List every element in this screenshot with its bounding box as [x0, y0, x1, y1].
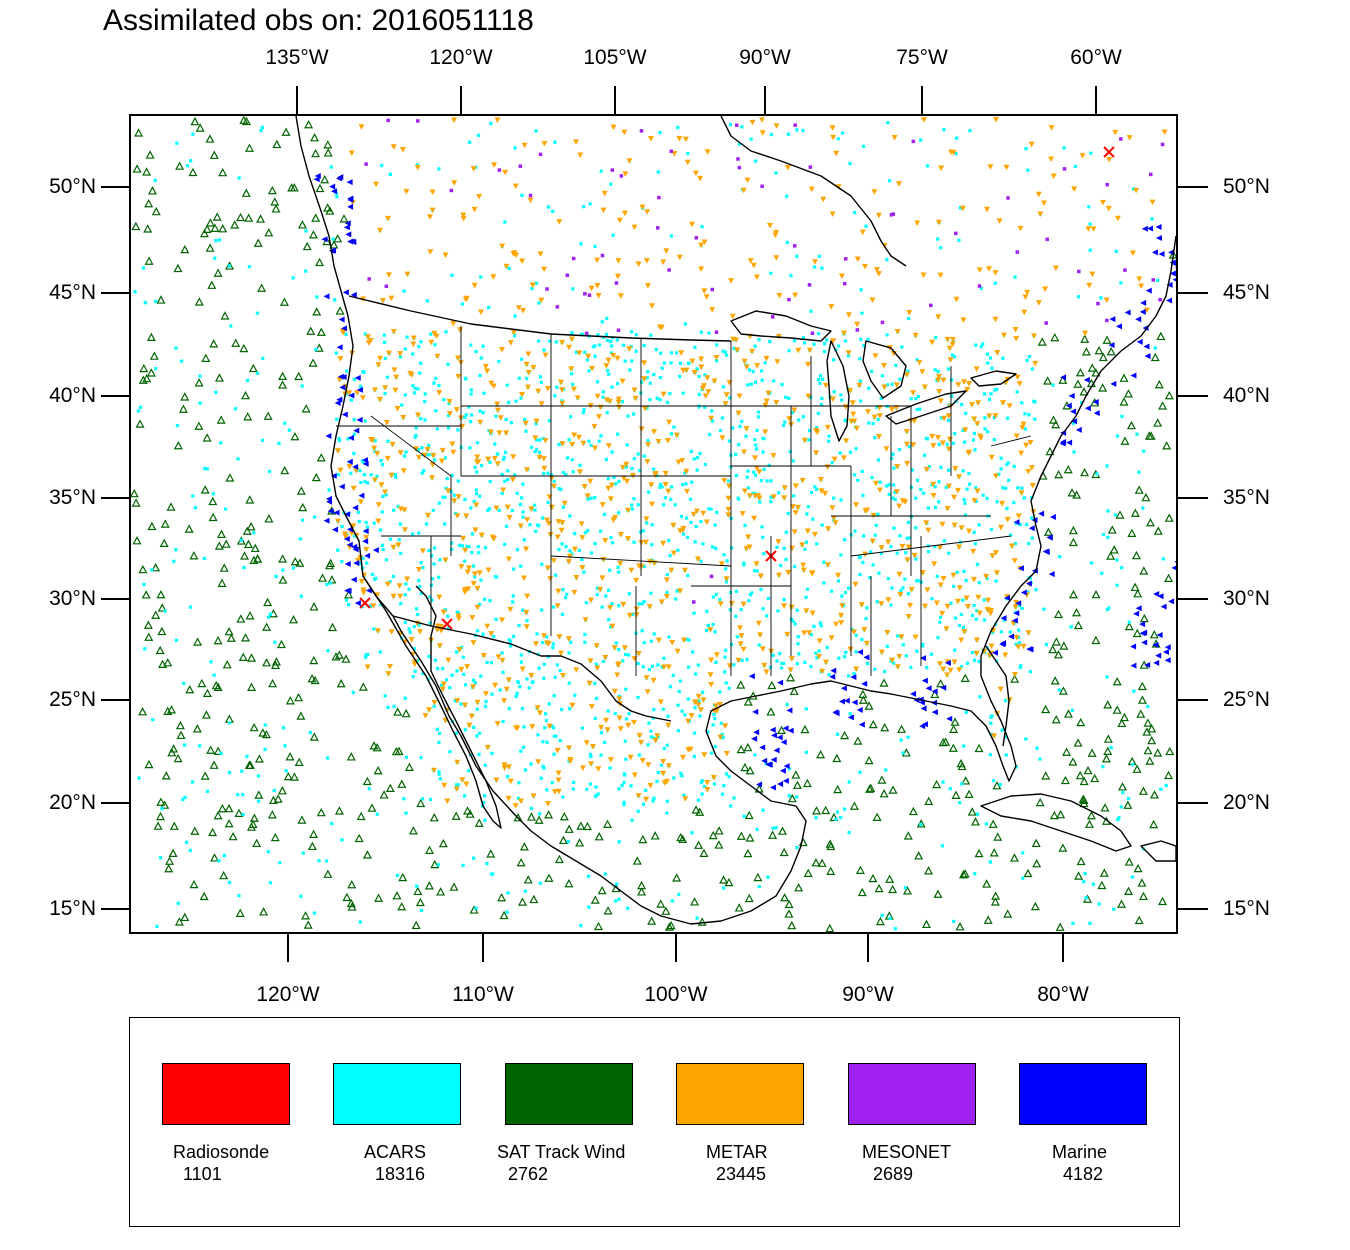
top-lon-label: 120°W — [429, 46, 493, 69]
cuba — [980, 793, 1132, 852]
bottom-lon-label: 100°W — [644, 983, 708, 1006]
left-lat-label: 45°N — [49, 281, 96, 304]
lake-michigan — [826, 340, 850, 442]
top-tick — [921, 86, 923, 114]
coastline-west — [295, 116, 752, 925]
legend-box: Radiosonde 1101 ACARS 18316 SAT Track Wi… — [129, 1017, 1180, 1227]
top-tick — [1095, 86, 1097, 114]
legend-count-metar: 23445 — [716, 1164, 767, 1184]
right-tick — [1178, 598, 1208, 600]
right-lat-label: 30°N — [1223, 587, 1270, 610]
hudson-bay-coast — [720, 116, 907, 267]
bottom-lon-label: 90°W — [842, 983, 894, 1006]
legend-count-acars: 18316 — [375, 1164, 426, 1184]
us-mexico-border — [392, 615, 672, 722]
state-borders — [336, 326, 1032, 676]
legend-label-radiosonde: Radiosonde — [173, 1142, 270, 1162]
right-tick — [1178, 395, 1208, 397]
left-tick — [101, 395, 129, 397]
hispaniola — [1140, 840, 1176, 862]
right-tick — [1178, 802, 1208, 804]
legend-label-sat-track-wind: SAT Track Wind — [497, 1142, 626, 1162]
right-tick — [1178, 699, 1208, 701]
left-lat-label: 40°N — [49, 384, 96, 407]
right-tick — [1178, 292, 1208, 294]
legend-swatch-mesonet — [848, 1063, 976, 1125]
top-lon-label: 105°W — [583, 46, 647, 69]
map-title: Assimilated obs on: 2016051118 — [103, 4, 534, 37]
bottom-tick — [1062, 934, 1064, 962]
legend-swatch-radiosonde — [162, 1063, 290, 1125]
legend-swatch-sat-track-wind — [505, 1063, 633, 1125]
top-tick — [296, 86, 298, 114]
right-lat-label: 20°N — [1223, 791, 1270, 814]
right-lat-label: 15°N — [1223, 897, 1270, 920]
top-lon-label: 75°W — [896, 46, 948, 69]
bottom-lon-label: 110°W — [452, 983, 514, 1006]
florida — [985, 645, 1010, 747]
coastline-atlantic — [1030, 235, 1176, 572]
observation-markers — [131, 116, 1176, 932]
right-lat-label: 40°N — [1223, 384, 1270, 407]
left-tick — [101, 186, 129, 188]
left-tick — [101, 497, 129, 499]
lake-ontario — [970, 370, 1017, 387]
legend-count-mesonet: 2689 — [873, 1164, 914, 1184]
right-lat-label: 50°N — [1223, 175, 1270, 198]
legend-count-marine: 4182 — [1063, 1164, 1104, 1184]
top-lon-label: 60°W — [1070, 46, 1122, 69]
legend-count-radiosonde: 1101 — [183, 1164, 222, 1184]
bottom-lon-label: 80°W — [1037, 983, 1089, 1006]
left-lat-label: 20°N — [49, 791, 96, 814]
top-tick — [764, 86, 766, 114]
left-tick — [101, 292, 129, 294]
bottom-lon-label: 120°W — [256, 983, 320, 1006]
right-lat-label: 25°N — [1223, 688, 1270, 711]
top-tick — [614, 86, 616, 114]
bottom-tick — [675, 934, 677, 962]
left-lat-label: 35°N — [49, 486, 96, 509]
left-tick — [101, 908, 129, 910]
legend-label-metar: METAR — [706, 1142, 768, 1162]
lake-erie — [885, 390, 967, 425]
right-tick — [1178, 497, 1208, 499]
right-tick — [1178, 186, 1208, 188]
legend-label-marine: Marine — [1052, 1142, 1108, 1162]
bottom-tick — [287, 934, 289, 962]
legend-label-acars: ACARS — [364, 1142, 427, 1162]
left-tick — [101, 699, 129, 701]
bottom-tick — [867, 934, 869, 962]
coastline-gulf — [705, 570, 1037, 912]
observation-map — [131, 116, 1176, 932]
left-tick — [101, 598, 129, 600]
right-lat-label: 45°N — [1223, 281, 1270, 304]
baja-california — [362, 575, 502, 829]
legend-count-sat-track-wind: 2762 — [508, 1164, 549, 1184]
left-lat-label: 50°N — [49, 175, 96, 198]
left-lat-label: 15°N — [49, 897, 96, 920]
top-lon-label: 90°W — [739, 46, 791, 69]
map-frame — [129, 114, 1178, 934]
top-tick — [460, 86, 462, 114]
left-lat-label: 30°N — [49, 587, 96, 610]
lake-huron — [862, 340, 907, 399]
left-tick — [101, 802, 129, 804]
bottom-tick — [482, 934, 484, 962]
lake-superior — [730, 310, 832, 342]
legend-swatch-marine — [1019, 1063, 1147, 1125]
top-lon-label: 135°W — [265, 46, 329, 69]
right-lat-label: 35°N — [1223, 486, 1270, 509]
left-lat-label: 25°N — [49, 688, 96, 711]
legend-swatch-metar — [676, 1063, 804, 1125]
right-tick — [1178, 908, 1208, 910]
legend-label-mesonet: MESONET — [862, 1142, 952, 1162]
legend-swatch-acars — [333, 1063, 461, 1125]
